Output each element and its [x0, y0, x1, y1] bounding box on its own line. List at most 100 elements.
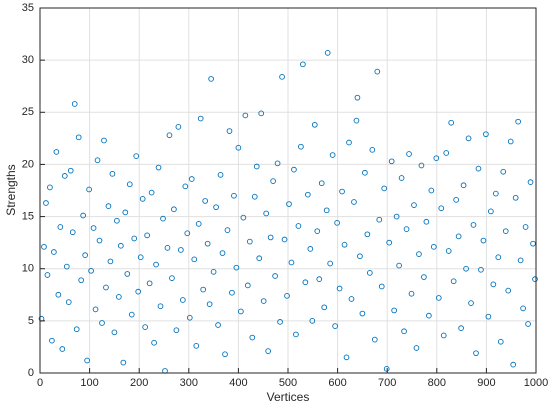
point [94, 157, 101, 164]
point [448, 119, 455, 126]
point [502, 228, 509, 235]
point [267, 234, 274, 241]
point [47, 184, 53, 191]
point [460, 182, 467, 189]
point [362, 169, 368, 176]
point [206, 301, 213, 308]
point [386, 239, 393, 246]
point [117, 242, 124, 249]
point [200, 286, 207, 293]
point [517, 257, 524, 264]
point [473, 350, 479, 357]
y-tick-label: 10 [22, 263, 34, 275]
point [186, 314, 193, 321]
point [80, 212, 87, 219]
point [59, 346, 66, 352]
point [249, 334, 256, 341]
point [465, 135, 472, 142]
point [348, 296, 355, 302]
point [492, 190, 499, 197]
point [75, 134, 82, 141]
point [291, 166, 297, 173]
point [229, 289, 235, 296]
point [235, 144, 242, 151]
point [90, 225, 97, 231]
point [327, 260, 334, 267]
point [281, 236, 288, 243]
point [219, 250, 226, 256]
point [153, 261, 159, 268]
point [483, 131, 489, 138]
point [105, 203, 112, 209]
point [366, 270, 373, 276]
point [84, 357, 90, 364]
x-tick-label: 200 [130, 377, 148, 389]
point [485, 313, 492, 320]
x-tick-label: 100 [80, 377, 98, 389]
point [298, 143, 304, 150]
point [321, 304, 328, 311]
point [500, 168, 507, 175]
point [468, 300, 474, 306]
point [388, 158, 395, 165]
point [82, 252, 88, 259]
point [173, 327, 180, 334]
point [103, 284, 109, 291]
point [450, 278, 457, 285]
point [139, 195, 146, 202]
point [490, 281, 497, 288]
y-tick-label: 25 [22, 106, 34, 118]
point [300, 61, 306, 68]
point [277, 319, 283, 325]
point [343, 354, 350, 361]
point [51, 249, 57, 255]
point [171, 206, 177, 213]
point [323, 207, 330, 214]
point [369, 146, 376, 153]
point [286, 201, 292, 207]
point [505, 287, 512, 294]
point [244, 282, 251, 289]
point [284, 292, 290, 299]
y-tick-label: 0 [28, 367, 34, 379]
point [193, 343, 200, 349]
point [57, 224, 64, 230]
point [184, 230, 191, 237]
point [92, 306, 99, 313]
point [246, 238, 253, 245]
point [61, 173, 68, 179]
point [353, 117, 360, 124]
point [265, 348, 272, 354]
point [160, 215, 166, 222]
point [166, 132, 173, 139]
y-tick-label: 30 [22, 54, 34, 66]
point [430, 243, 437, 250]
point [238, 308, 244, 315]
point [341, 241, 348, 248]
point [65, 299, 72, 305]
point [495, 254, 502, 261]
point [520, 305, 526, 312]
point [530, 240, 536, 247]
point [426, 312, 432, 319]
y-axis-label: Strengths [4, 164, 18, 215]
point [86, 186, 92, 193]
point [116, 294, 122, 300]
point [135, 288, 142, 295]
point [274, 160, 281, 167]
point [401, 328, 407, 335]
point [131, 235, 138, 242]
point [413, 345, 420, 351]
point [393, 213, 400, 220]
y-tick-label: 35 [22, 2, 34, 14]
point [169, 275, 175, 281]
point [445, 248, 452, 254]
y-tick-label: 5 [28, 315, 34, 327]
point [378, 283, 385, 290]
point [428, 187, 435, 194]
point [463, 265, 469, 272]
point [334, 219, 340, 226]
point [314, 228, 321, 235]
x-tick-label: 0 [37, 377, 43, 389]
